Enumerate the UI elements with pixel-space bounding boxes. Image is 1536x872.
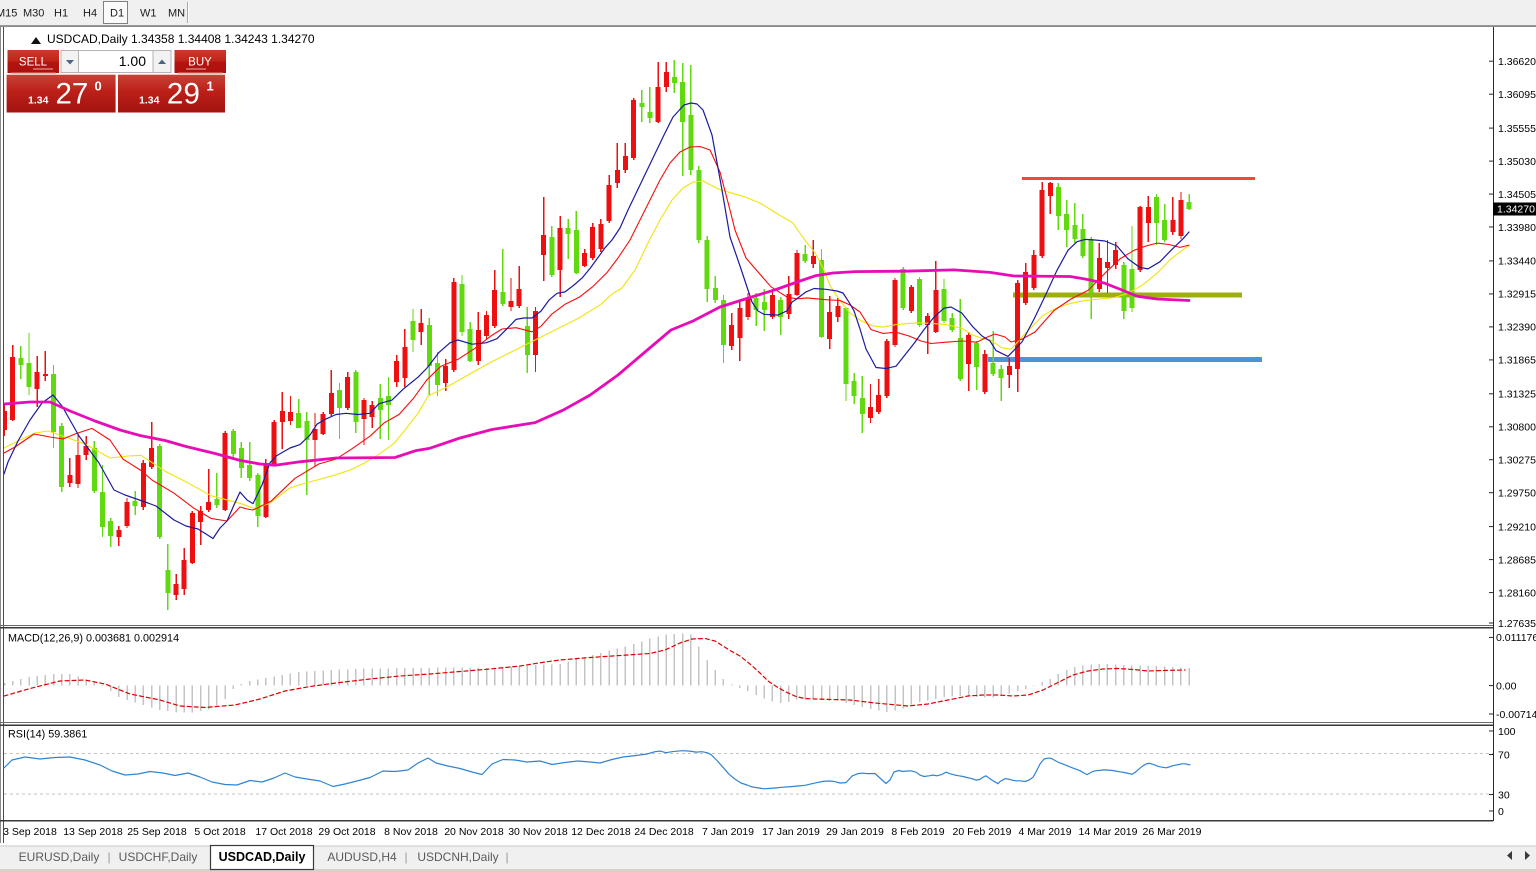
svg-text:|: | [404,850,407,864]
svg-text:1.36095: 1.36095 [1498,89,1536,101]
svg-text:29 Jan 2019: 29 Jan 2019 [826,826,884,838]
svg-text:M15: M15 [0,8,17,20]
svg-text:8 Nov 2018: 8 Nov 2018 [384,826,438,838]
svg-text:1.29750: 1.29750 [1498,488,1536,500]
svg-text:|: | [107,850,110,864]
svg-text:USDCAD,Daily 1.34358 1.34408: USDCAD,Daily 1.34358 1.34408 1.34243 1.3… [47,32,315,46]
svg-text:7 Jan 2019: 7 Jan 2019 [702,826,754,838]
svg-text:H4: H4 [83,8,97,20]
svg-text:1.34270: 1.34270 [1497,204,1535,216]
svg-text:M30: M30 [23,8,44,20]
svg-text:29 Oct 2018: 29 Oct 2018 [318,826,375,838]
svg-text:3 Sep 2018: 3 Sep 2018 [3,826,57,838]
svg-text:5 Oct 2018: 5 Oct 2018 [194,826,246,838]
svg-text:0: 0 [1498,806,1504,818]
svg-text:24 Dec 2018: 24 Dec 2018 [634,826,694,838]
svg-text:17 Oct 2018: 17 Oct 2018 [255,826,312,838]
svg-text:1.32915: 1.32915 [1498,289,1536,301]
svg-text:1.35555: 1.35555 [1498,123,1536,135]
svg-text:1.34505: 1.34505 [1498,189,1536,201]
svg-text:1.31865: 1.31865 [1498,355,1536,367]
svg-text:26 Mar 2019: 26 Mar 2019 [1143,826,1202,838]
svg-text:1.00: 1.00 [119,53,146,69]
svg-text:1.30275: 1.30275 [1498,455,1536,467]
svg-text:1.28685: 1.28685 [1498,554,1536,566]
svg-text:BUY: BUY [188,57,212,69]
svg-text:30: 30 [1498,789,1510,801]
svg-text:100: 100 [1498,726,1516,738]
svg-text:12 Dec 2018: 12 Dec 2018 [571,826,631,838]
svg-text:W1: W1 [140,8,157,20]
svg-text:17 Jan 2019: 17 Jan 2019 [762,826,820,838]
svg-text:SELL: SELL [19,57,48,69]
svg-text:25 Sep 2018: 25 Sep 2018 [127,826,187,838]
svg-text:USDCAD,Daily: USDCAD,Daily [219,850,306,864]
svg-text:USDCNH,Daily: USDCNH,Daily [417,850,498,864]
svg-text:1.30800: 1.30800 [1498,422,1536,434]
svg-text:MACD(12,26,9) 0.003681 0.00291: MACD(12,26,9) 0.003681 0.002914 [8,633,179,645]
svg-text:1.36620: 1.36620 [1498,56,1536,68]
svg-text:MN: MN [168,8,185,20]
svg-text:USDCHF,Daily: USDCHF,Daily [119,850,198,864]
svg-text:13 Sep 2018: 13 Sep 2018 [63,826,123,838]
svg-text:70: 70 [1498,749,1510,761]
svg-text:20 Nov 2018: 20 Nov 2018 [444,826,504,838]
svg-text:1.29210: 1.29210 [1498,521,1536,533]
svg-text:8 Feb 2019: 8 Feb 2019 [891,826,944,838]
svg-text:1.34: 1.34 [139,95,160,107]
svg-text:EURUSD,Daily: EURUSD,Daily [19,850,100,864]
svg-text:H1: H1 [54,8,68,20]
svg-text:1.32390: 1.32390 [1498,322,1536,334]
svg-text:29: 29 [167,77,200,110]
svg-text:30 Nov 2018: 30 Nov 2018 [508,826,568,838]
svg-text:1: 1 [207,78,214,93]
svg-text:4 Mar 2019: 4 Mar 2019 [1018,826,1071,838]
svg-text:1.33980: 1.33980 [1498,222,1536,234]
svg-text:14 Mar 2019: 14 Mar 2019 [1079,826,1138,838]
svg-text:1.34: 1.34 [28,95,49,107]
svg-text:|: | [505,850,508,864]
svg-text:RSI(14) 59.3861: RSI(14) 59.3861 [8,729,87,741]
svg-text:1.31325: 1.31325 [1498,389,1536,401]
svg-text:AUDUSD,H4: AUDUSD,H4 [327,850,397,864]
svg-text:27: 27 [56,77,89,110]
svg-text:0.00: 0.00 [1496,680,1517,692]
svg-text:-0.00714: -0.00714 [1496,709,1536,721]
svg-text:1.33440: 1.33440 [1498,256,1536,268]
svg-text:1.35030: 1.35030 [1498,156,1536,168]
svg-text:20 Feb 2019: 20 Feb 2019 [953,826,1012,838]
svg-text:0.011176: 0.011176 [1496,632,1536,644]
svg-text:0: 0 [95,78,102,93]
svg-text:1.27635: 1.27635 [1498,618,1536,630]
svg-text:D1: D1 [110,8,124,20]
svg-text:1.28160: 1.28160 [1498,587,1536,599]
